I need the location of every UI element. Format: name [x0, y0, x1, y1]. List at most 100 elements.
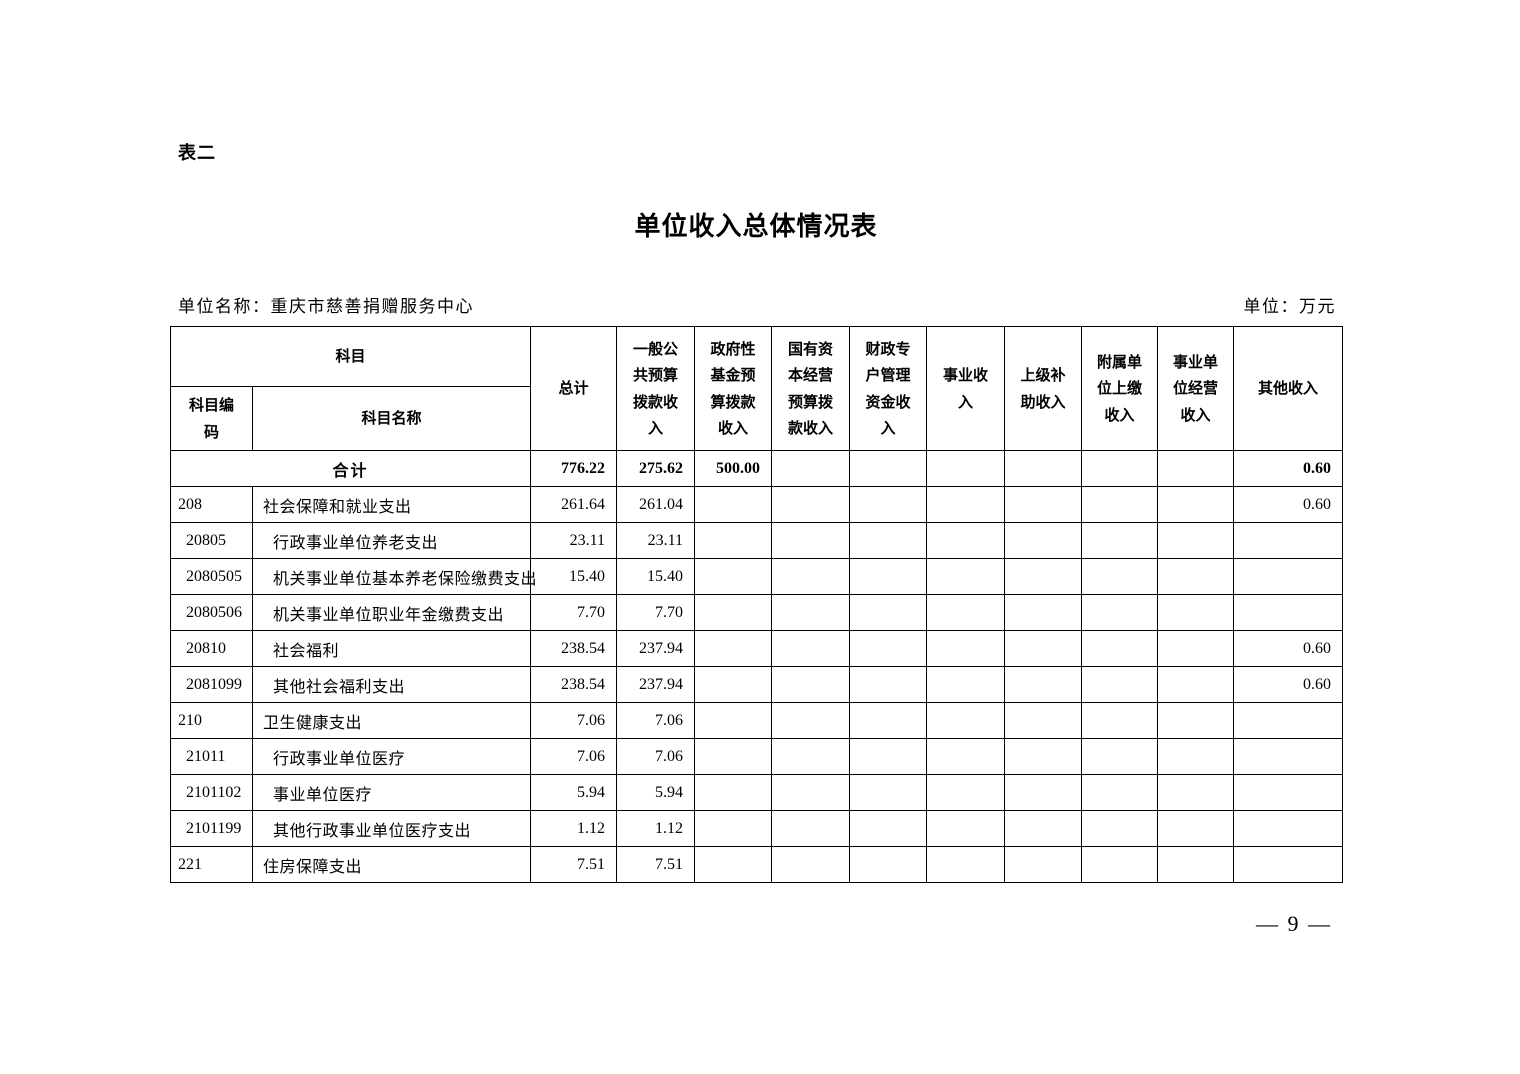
table-row: 2101102 事业单位医疗 5.94 5.94	[170, 774, 1344, 811]
table-body: 合计 776.22 275.62 500.00 0.60 208 社会保障和就业支出 261.…	[169, 450, 1344, 883]
table-number-label: 表二	[178, 143, 216, 164]
value-cell: 7.51	[530, 846, 618, 883]
value-cell	[694, 738, 773, 775]
subject-code-cell: 2080505	[170, 558, 253, 595]
value-cell: 237.94	[616, 630, 696, 667]
subject-code-cell: 221	[170, 846, 253, 883]
value-cell	[771, 702, 851, 739]
value-cell: 23.11	[530, 522, 618, 559]
total-value-cell: 275.62	[616, 450, 696, 487]
value-cell: 7.70	[616, 594, 696, 631]
value-cell	[1233, 558, 1344, 595]
value-cell	[926, 558, 1006, 595]
value-cell: 15.40	[530, 558, 618, 595]
header-col: 一般公共预算拨款收入	[616, 326, 696, 451]
value-cell: 23.11	[616, 522, 696, 559]
value-cell: 261.64	[530, 486, 618, 523]
total-row: 合计 776.22 275.62 500.00 0.60	[169, 450, 1344, 487]
total-value-cell	[771, 450, 851, 487]
unit-name-label: 单位名称：重庆市慈善捐赠服务中心	[178, 297, 474, 316]
value-cell	[1157, 774, 1235, 811]
value-cell	[1233, 738, 1344, 775]
table-row: 208 社会保障和就业支出 261.64 261.04 0.60	[170, 486, 1344, 523]
value-cell	[694, 558, 773, 595]
table-row: 221 住房保障支出 7.51 7.51	[170, 846, 1344, 883]
value-cell	[849, 810, 928, 847]
value-cell	[1004, 702, 1083, 739]
value-cell	[1157, 666, 1235, 703]
table-row: 2101199 其他行政事业单位医疗支出 1.12 1.12	[170, 810, 1344, 847]
value-cell	[771, 666, 851, 703]
value-cell	[1233, 846, 1344, 883]
value-cell	[1233, 522, 1344, 559]
value-cell	[771, 846, 851, 883]
value-cell: 5.94	[530, 774, 618, 811]
header-row-1: 科目 总计 一般公共预算拨款收入 政府性基金预算拨款收入 国有资本经营预算拨款收入 财政…	[169, 326, 1344, 451]
value-cell	[926, 486, 1006, 523]
value-cell: 7.06	[616, 702, 696, 739]
table-row: 2080505 机关事业单位基本养老保险缴费支出 15.40 15.40	[170, 558, 1344, 595]
table-row: 20810 社会福利 238.54 237.94 0.60	[170, 630, 1344, 667]
value-cell	[771, 486, 851, 523]
value-cell	[1233, 702, 1344, 739]
value-cell	[694, 810, 773, 847]
table-header: 科目 总计 一般公共预算拨款收入 政府性基金预算拨款收入 国有资本经营预算拨款收入 财政…	[169, 326, 1344, 451]
value-cell	[1157, 630, 1235, 667]
value-cell	[849, 774, 928, 811]
value-cell: 237.94	[616, 666, 696, 703]
subject-code-cell: 20805	[170, 522, 253, 559]
subject-code-cell: 210	[170, 702, 253, 739]
value-cell	[771, 594, 851, 631]
subject-code-cell: 20810	[170, 630, 253, 667]
value-cell	[694, 486, 773, 523]
value-cell: 7.70	[530, 594, 618, 631]
subject-code-cell: 2101102	[170, 774, 253, 811]
value-cell	[771, 774, 851, 811]
subject-code-cell: 2081099	[170, 666, 253, 703]
subject-name-cell: 行政事业单位养老支出	[251, 522, 532, 559]
value-cell	[849, 846, 928, 883]
value-cell	[1004, 630, 1083, 667]
value-cell	[849, 486, 928, 523]
value-cell	[1004, 486, 1083, 523]
total-value-cell	[849, 450, 928, 487]
value-cell	[1004, 522, 1083, 559]
value-cell	[771, 630, 851, 667]
value-cell	[1157, 522, 1235, 559]
header-col: 事业单位经营收入	[1157, 326, 1235, 451]
header-subject: 科目	[169, 326, 532, 387]
value-cell	[1004, 666, 1083, 703]
subject-name-cell: 住房保障支出	[251, 846, 532, 883]
value-cell	[694, 846, 773, 883]
value-cell	[1004, 846, 1083, 883]
value-cell	[926, 702, 1006, 739]
table-meta-row: 单位名称：重庆市慈善捐赠服务中心 单位：万元	[178, 292, 1336, 317]
value-cell	[1081, 594, 1159, 631]
value-cell	[1233, 810, 1344, 847]
value-cell	[1004, 558, 1083, 595]
value-cell	[694, 666, 773, 703]
table-row: 2080506 机关事业单位职业年金缴费支出 7.70 7.70	[170, 594, 1344, 631]
subject-name-cell: 机关事业单位基本养老保险缴费支出	[251, 558, 537, 595]
total-value-cell	[1157, 450, 1235, 487]
subject-name-cell: 机关事业单位职业年金缴费支出	[251, 594, 532, 631]
header-col: 总计	[530, 326, 618, 451]
subject-code-cell: 208	[170, 486, 253, 523]
value-cell: 15.40	[616, 558, 696, 595]
value-cell	[1157, 810, 1235, 847]
subject-name-cell: 行政事业单位医疗	[251, 738, 532, 775]
value-cell	[771, 558, 851, 595]
header-subject-name: 科目名称	[251, 386, 532, 451]
total-value-cell: 500.00	[694, 450, 773, 487]
total-value-cell: 776.22	[530, 450, 618, 487]
value-cell	[771, 522, 851, 559]
value-cell	[926, 666, 1006, 703]
value-cell	[849, 594, 928, 631]
value-cell	[1081, 810, 1159, 847]
value-cell	[694, 630, 773, 667]
unit-of-measure-label: 单位：万元	[1243, 297, 1336, 316]
value-cell	[926, 846, 1006, 883]
header-col: 事业收入	[926, 326, 1006, 451]
total-value-cell: 0.60	[1233, 450, 1344, 487]
